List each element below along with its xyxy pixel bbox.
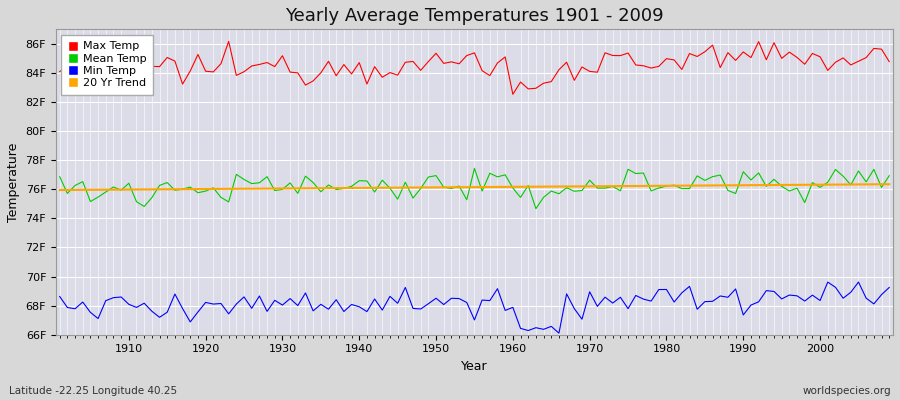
X-axis label: Year: Year: [461, 360, 488, 373]
Text: Latitude -22.25 Longitude 40.25: Latitude -22.25 Longitude 40.25: [9, 386, 177, 396]
Legend: Max Temp, Mean Temp, Min Temp, 20 Yr Trend: Max Temp, Mean Temp, Min Temp, 20 Yr Tre…: [61, 35, 153, 95]
Title: Yearly Average Temperatures 1901 - 2009: Yearly Average Temperatures 1901 - 2009: [285, 7, 664, 25]
Y-axis label: Temperature: Temperature: [7, 142, 20, 222]
Text: worldspecies.org: worldspecies.org: [803, 386, 891, 396]
